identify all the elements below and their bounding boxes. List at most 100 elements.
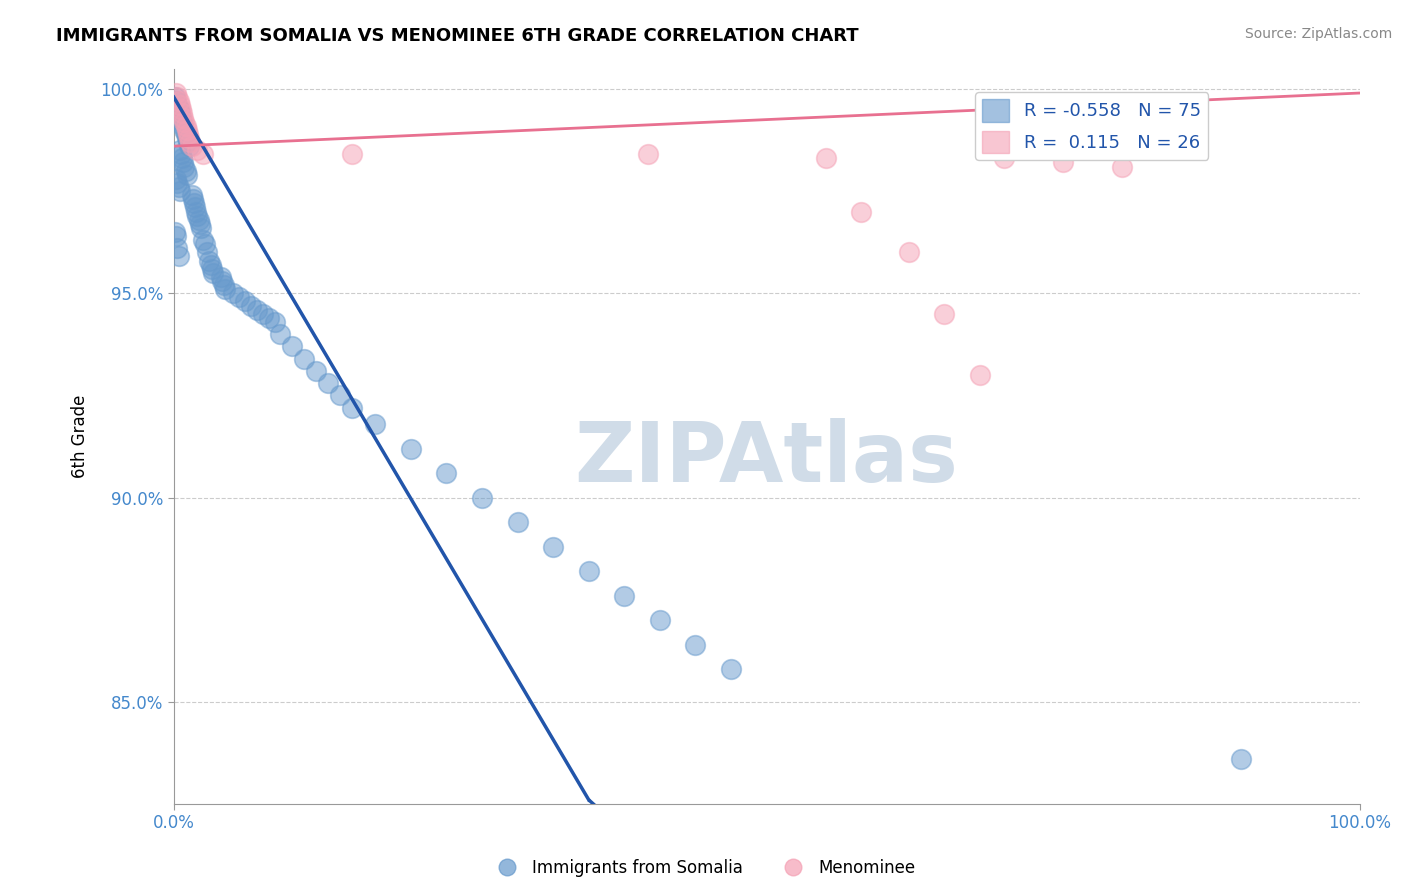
Point: [436, 466, 458, 480]
Point: [934, 307, 956, 321]
Point: [167, 180, 190, 194]
Point: [613, 589, 636, 603]
Point: [212, 278, 235, 293]
Point: [209, 269, 232, 284]
Point: [269, 327, 291, 342]
Point: [186, 209, 208, 223]
Point: [648, 613, 671, 627]
Point: [1052, 155, 1074, 169]
Point: [174, 119, 197, 133]
Point: [170, 114, 193, 128]
Point: [169, 106, 191, 120]
Text: Source: ZipAtlas.com: Source: ZipAtlas.com: [1244, 27, 1392, 41]
Point: [340, 401, 363, 415]
Point: [637, 147, 659, 161]
Point: [176, 168, 198, 182]
Point: [200, 258, 222, 272]
Point: [364, 417, 387, 431]
Point: [186, 204, 208, 219]
Point: [720, 662, 742, 676]
Point: [163, 225, 186, 239]
Point: [246, 302, 269, 317]
Point: [228, 290, 250, 304]
Point: [340, 147, 363, 161]
Legend: R = -0.558   N = 75, R =  0.115   N = 26: R = -0.558 N = 75, R = 0.115 N = 26: [976, 92, 1208, 160]
Point: [506, 515, 529, 529]
Point: [193, 147, 215, 161]
Point: [257, 310, 280, 325]
Point: [170, 103, 193, 117]
Point: [167, 250, 190, 264]
Point: [184, 201, 207, 215]
Point: [170, 152, 193, 166]
Point: [170, 147, 193, 161]
Point: [177, 135, 200, 149]
Point: [173, 114, 195, 128]
Point: [305, 364, 328, 378]
Point: [897, 245, 920, 260]
Point: [166, 98, 188, 112]
Point: [170, 106, 193, 120]
Y-axis label: 6th Grade: 6th Grade: [72, 394, 89, 478]
Point: [211, 274, 233, 288]
Point: [166, 176, 188, 190]
Point: [471, 491, 494, 505]
Point: [169, 98, 191, 112]
Point: [201, 266, 224, 280]
Point: [174, 163, 197, 178]
Point: [179, 139, 201, 153]
Point: [1111, 160, 1133, 174]
Point: [316, 376, 339, 391]
Text: ZIPAtlas: ZIPAtlas: [575, 417, 959, 499]
Point: [183, 196, 205, 211]
Point: [263, 315, 285, 329]
Point: [172, 119, 194, 133]
Point: [167, 94, 190, 108]
Point: [541, 540, 564, 554]
Legend: Immigrants from Somalia, Menominee: Immigrants from Somalia, Menominee: [484, 853, 922, 884]
Point: [193, 233, 215, 247]
Point: [169, 184, 191, 198]
Point: [201, 261, 224, 276]
Point: [214, 282, 236, 296]
Point: [578, 564, 600, 578]
Point: [180, 139, 202, 153]
Point: [167, 103, 190, 117]
Point: [1230, 752, 1253, 766]
Point: [176, 131, 198, 145]
Point: [169, 143, 191, 157]
Point: [163, 90, 186, 104]
Point: [969, 368, 991, 382]
Point: [166, 90, 188, 104]
Point: [814, 152, 837, 166]
Point: [172, 111, 194, 125]
Point: [176, 123, 198, 137]
Point: [172, 155, 194, 169]
Point: [198, 253, 221, 268]
Point: [165, 94, 187, 108]
Point: [177, 127, 200, 141]
Point: [173, 123, 195, 137]
Point: [180, 188, 202, 202]
Point: [233, 294, 256, 309]
Point: [252, 307, 274, 321]
Point: [685, 638, 707, 652]
Point: [181, 192, 204, 206]
Point: [292, 351, 315, 366]
Point: [195, 245, 218, 260]
Point: [179, 135, 201, 149]
Point: [190, 220, 212, 235]
Point: [993, 152, 1015, 166]
Point: [165, 86, 187, 100]
Point: [188, 217, 211, 231]
Point: [174, 127, 197, 141]
Point: [194, 237, 217, 252]
Point: [399, 442, 422, 456]
Point: [239, 298, 262, 312]
Point: [179, 131, 201, 145]
Point: [329, 388, 352, 402]
Point: [851, 204, 873, 219]
Point: [222, 286, 245, 301]
Point: [165, 229, 187, 244]
Point: [173, 160, 195, 174]
